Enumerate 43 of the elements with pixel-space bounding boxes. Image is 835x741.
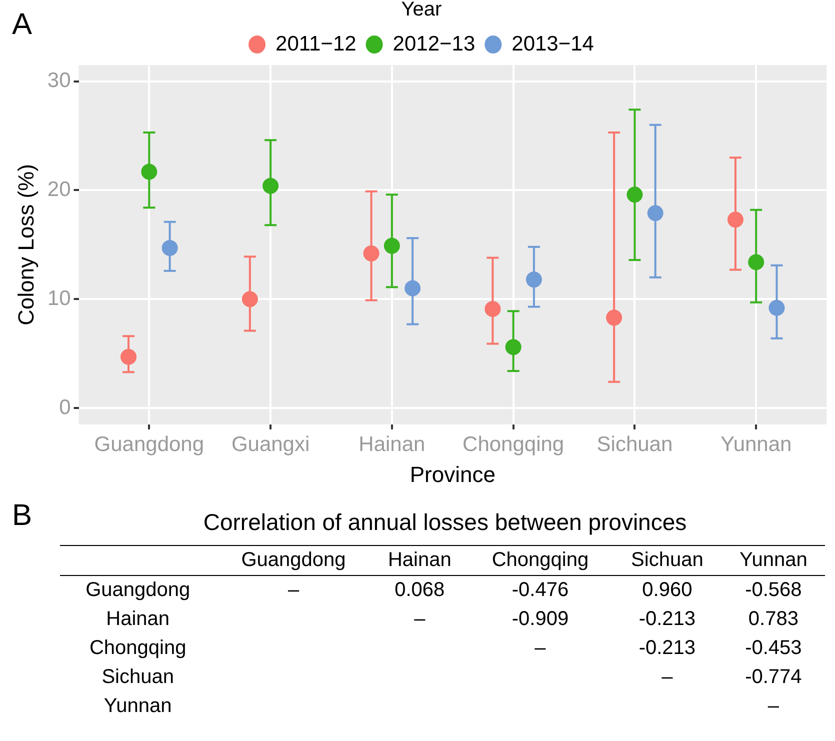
x-tick-label: Yunnan	[738, 548, 808, 573]
legend-label: 2011−12	[276, 32, 356, 56]
text: -0.774	[745, 666, 802, 688]
x-tick-label: Chongqing	[462, 432, 564, 456]
text: –	[414, 608, 426, 630]
text: –	[288, 579, 300, 601]
y-tick-label: Yunnan	[102, 694, 173, 719]
text: -0.909	[512, 608, 569, 630]
x-tick-label: Sichuan	[596, 432, 673, 456]
y-tick-label: 30	[47, 69, 71, 92]
y-axis-title: Colony Loss (%)	[13, 164, 38, 326]
x-tick-label: Chongqing	[490, 548, 590, 573]
y-tick-label: 10	[47, 286, 71, 310]
x-tick-label: Hainan	[386, 548, 452, 573]
y-tick-label: Guangdong	[84, 578, 192, 603]
y-tick-label: 20	[47, 178, 71, 202]
x-tick-label: Sichuan	[630, 548, 704, 573]
y-tick-label: Chongqing	[88, 636, 188, 661]
text: 0.960	[642, 579, 692, 601]
text: -0.568	[745, 579, 802, 601]
text: –	[662, 666, 673, 688]
legend-title: Year	[401, 0, 442, 21]
text: -0.213	[638, 608, 696, 630]
x-tick-label: Guangdong	[240, 548, 347, 573]
text: -0.213	[638, 637, 696, 659]
text: -0.453	[745, 637, 802, 659]
text: –	[534, 637, 546, 659]
x-tick-label: Yunnan	[720, 432, 792, 456]
y-tick-label: 0	[59, 396, 71, 419]
text: A	[12, 8, 32, 42]
text: -0.476	[512, 579, 569, 601]
chart-title: Correlation of annual losses between provinces	[202, 509, 688, 536]
x-tick-label: Hainan	[358, 432, 426, 456]
y-tick-label: Hainan	[105, 607, 171, 632]
text: 0.783	[748, 608, 798, 630]
x-axis-title: Province	[410, 462, 496, 487]
x-tick-label: Guangxi	[231, 432, 310, 456]
legend-label: 2013−14	[512, 32, 594, 56]
text: –	[768, 695, 779, 717]
text: 0.068	[394, 579, 445, 601]
legend-label: 2012−13	[392, 32, 476, 56]
y-tick-label: Sichuan	[100, 665, 175, 690]
text: B	[12, 499, 32, 533]
